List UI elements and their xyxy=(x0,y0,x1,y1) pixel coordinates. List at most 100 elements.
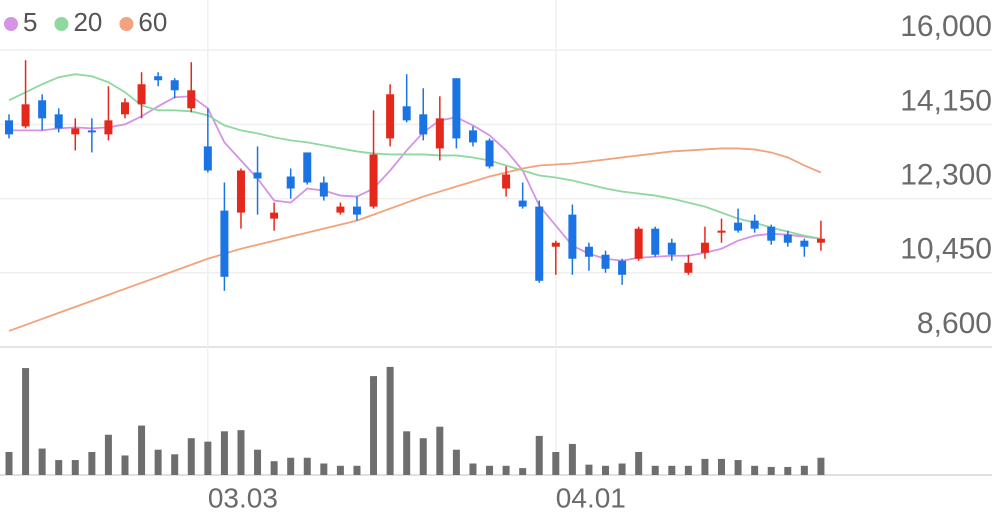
candle-body xyxy=(717,230,726,233)
candle-body xyxy=(220,210,229,277)
candle-body xyxy=(535,206,544,281)
candle-body xyxy=(170,80,179,91)
legend-label: 5 xyxy=(23,7,37,37)
volume-bar xyxy=(88,452,96,475)
candle-body xyxy=(352,206,361,215)
volume-bar xyxy=(568,443,576,475)
candle-body xyxy=(203,146,212,171)
candle-body xyxy=(601,254,610,269)
candle-body xyxy=(303,152,312,183)
volume-bar xyxy=(618,463,626,475)
legend-marker xyxy=(4,17,18,31)
candle-body xyxy=(783,234,792,243)
candle-body xyxy=(800,240,809,247)
volume-bar xyxy=(403,431,411,475)
candle-body xyxy=(816,238,825,243)
volume-bar xyxy=(320,463,328,475)
volume-bar xyxy=(336,465,344,475)
candle-body xyxy=(286,176,295,189)
y-tick-label: 14,150 xyxy=(900,84,992,117)
candle-body xyxy=(452,78,461,139)
candle-body xyxy=(187,90,196,109)
volume-bar xyxy=(270,461,278,475)
x-tick-label: 04.01 xyxy=(556,482,626,513)
candle-body xyxy=(700,242,709,253)
volume-bar xyxy=(353,465,361,475)
volume-bar xyxy=(104,434,112,475)
candle-body xyxy=(386,94,395,139)
volume-bar xyxy=(204,441,212,475)
candle-body xyxy=(518,200,527,207)
volume-bar xyxy=(734,460,742,475)
candle-body xyxy=(651,228,660,255)
volume-bar xyxy=(386,366,394,475)
legend-label: 60 xyxy=(138,7,167,37)
volume-bar xyxy=(138,425,146,475)
candle-body xyxy=(253,172,262,179)
candle-body xyxy=(236,170,245,213)
candle-body xyxy=(750,220,759,229)
legend-marker xyxy=(119,17,134,31)
volume-bar xyxy=(171,454,179,475)
volume-bar xyxy=(651,465,659,475)
volume-bar xyxy=(635,452,643,475)
candle-body xyxy=(369,154,378,207)
y-tick-label: 16,000 xyxy=(900,10,992,43)
y-tick-label: 12,300 xyxy=(900,158,992,191)
volume-bar xyxy=(817,457,825,475)
volume-bar xyxy=(303,457,311,475)
ma-line xyxy=(9,95,822,262)
volume-bar xyxy=(519,468,527,475)
ma-line xyxy=(8,147,822,332)
ma-line xyxy=(8,73,822,240)
legend-marker xyxy=(54,17,69,31)
candle-body xyxy=(734,222,743,231)
volume-bar xyxy=(535,435,543,475)
volume-bar xyxy=(22,368,30,475)
volume-bar xyxy=(370,376,378,475)
x-tick-label: 03.03 xyxy=(208,482,278,513)
candle-body xyxy=(154,76,163,81)
volume-bar xyxy=(121,455,129,475)
legend-label: 20 xyxy=(73,7,102,37)
volume-bar xyxy=(55,460,63,475)
volume-bar xyxy=(751,465,759,475)
candle-body xyxy=(87,130,96,133)
candle-body xyxy=(502,174,511,189)
volume-bar xyxy=(486,465,494,475)
candle-body xyxy=(468,130,477,143)
candle-body xyxy=(5,120,13,135)
volume-bar xyxy=(767,466,775,475)
candle-body xyxy=(38,100,47,119)
candle-body xyxy=(667,242,676,255)
candle-body xyxy=(402,106,411,121)
y-tick-label: 10,450 xyxy=(900,233,992,266)
volume-bar xyxy=(718,458,726,475)
volume-bar xyxy=(154,449,162,475)
candle-body xyxy=(767,226,776,241)
candle-body xyxy=(618,260,627,275)
candle-body xyxy=(435,118,444,149)
candle-body xyxy=(551,242,560,247)
volume-bar xyxy=(701,458,709,475)
candle-body xyxy=(634,228,643,259)
candle-body xyxy=(336,206,345,213)
volume-bar xyxy=(220,431,228,475)
candle-body xyxy=(270,212,279,219)
volume-bar xyxy=(38,448,46,475)
volume-bar xyxy=(287,457,295,475)
candle-body xyxy=(71,128,80,135)
volume-bar xyxy=(585,464,593,475)
volume-bar xyxy=(419,438,427,475)
candle-body xyxy=(21,104,30,127)
volume-bar xyxy=(800,465,808,475)
candle-body xyxy=(137,84,146,105)
volume-bar xyxy=(237,430,245,475)
candle-body xyxy=(584,246,593,257)
volume-bar xyxy=(254,449,262,475)
volume-bar xyxy=(502,465,510,475)
candle-body xyxy=(568,214,577,259)
volume-bar xyxy=(552,452,560,475)
